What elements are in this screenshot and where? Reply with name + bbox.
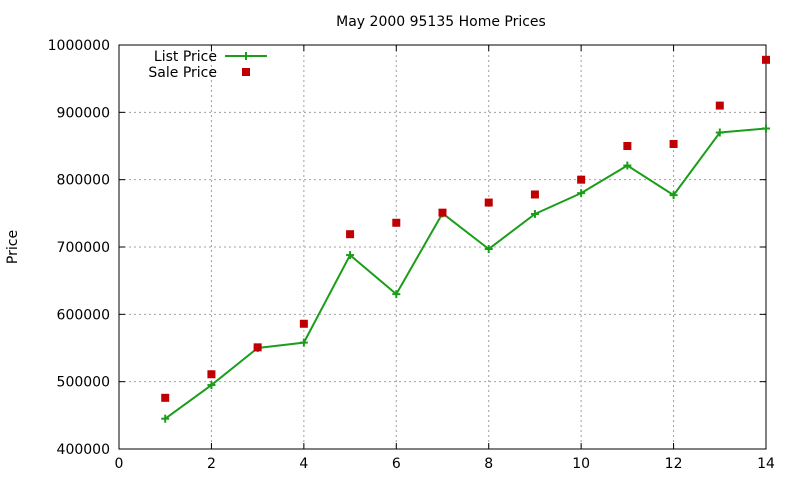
chart-title: May 2000 95135 Home Prices <box>336 14 546 30</box>
x-tick-label: 12 <box>665 456 683 472</box>
series-list-price <box>161 124 770 423</box>
sale-price-point <box>530 190 539 199</box>
y-tick-label: 800000 <box>57 173 110 189</box>
x-tick-label: 4 <box>299 456 308 472</box>
legend-label: List Price <box>154 49 217 65</box>
sale-price-point <box>669 139 678 148</box>
y-tick-label: 600000 <box>57 307 110 323</box>
axes <box>118 44 767 450</box>
y-tick-label: 700000 <box>57 240 110 256</box>
sale-price-point <box>253 343 262 352</box>
sale-price-point <box>346 230 355 239</box>
y-tick-label: 900000 <box>57 105 110 121</box>
sale-price-point <box>762 55 770 64</box>
y-tick-label: 400000 <box>57 442 110 458</box>
list-price-point <box>577 189 586 198</box>
y-tick-label: 500000 <box>57 375 110 391</box>
y-axis-label: Price <box>5 230 21 264</box>
list-price-point <box>623 161 632 170</box>
sale-price-point <box>392 218 401 227</box>
list-price-line <box>164 127 767 420</box>
list-price-point <box>346 251 355 260</box>
legend-square-swatch <box>242 68 250 76</box>
tick-labels: 0 2 4 6 8 10 12 14 400000 500000 600000 700000 80000… <box>48 38 775 472</box>
list-price-point <box>392 290 401 299</box>
x-tick-label: 8 <box>484 456 493 472</box>
list-price-point <box>530 210 539 219</box>
list-price-point <box>715 128 724 137</box>
sale-price-point <box>484 198 493 207</box>
legend-plus-marker <box>242 52 250 60</box>
list-price-point <box>669 191 678 200</box>
x-tick-label: 14 <box>757 456 775 472</box>
list-price-point <box>299 338 308 347</box>
sale-price-point <box>207 370 216 379</box>
list-price-point <box>484 245 493 254</box>
data-series <box>161 55 770 423</box>
x-tick-label: 0 <box>115 456 124 472</box>
sale-price-point <box>577 175 586 184</box>
list-price-point <box>762 124 770 133</box>
y-tick-label: 1000000 <box>48 38 110 54</box>
sale-price-point <box>299 319 308 328</box>
series-sale-price <box>161 55 770 402</box>
list-price-point <box>207 381 216 390</box>
x-tick-label: 10 <box>572 456 590 472</box>
x-tick-label: 2 <box>207 456 216 472</box>
grid-lines <box>119 45 766 449</box>
legend-label: Sale Price <box>148 65 217 81</box>
x-tick-label: 6 <box>392 456 401 472</box>
sale-price-point <box>623 142 632 150</box>
sale-price-point <box>715 101 724 110</box>
list-price-point <box>161 414 170 423</box>
sale-price-point <box>438 208 447 217</box>
plot-border <box>118 44 767 450</box>
sale-price-point <box>161 393 170 402</box>
